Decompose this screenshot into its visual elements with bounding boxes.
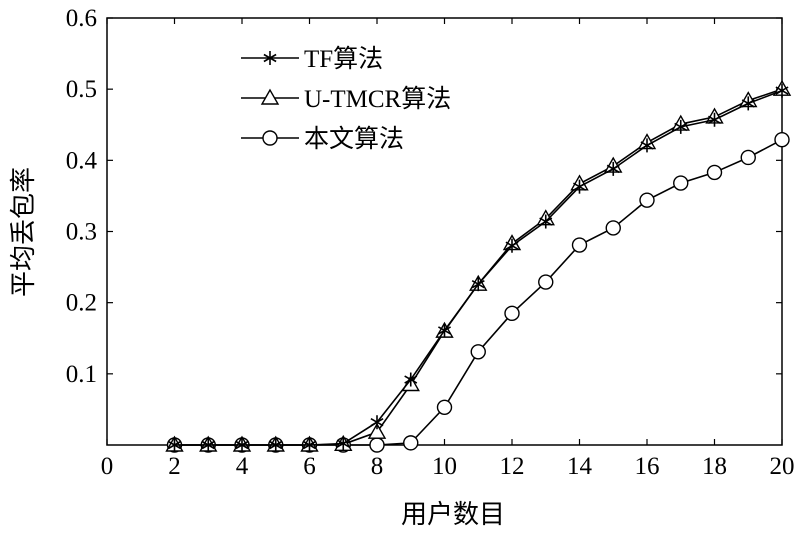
x-axis-label: 用户数目 (401, 500, 505, 530)
data-point (369, 437, 385, 453)
data-point (438, 323, 451, 338)
x-tick-label: 12 (500, 453, 525, 480)
x-tick-label: 10 (432, 453, 457, 480)
asterisk-stroke (573, 182, 586, 191)
data-point (303, 438, 316, 452)
asterisk-stroke (263, 53, 277, 63)
legend-label: TF算法 (304, 45, 383, 73)
legend-label: 本文算法 (304, 125, 404, 153)
data-point (505, 238, 519, 253)
data-point (201, 438, 215, 452)
data-point (740, 149, 756, 166)
asterisk-stroke (741, 99, 755, 108)
data-point (605, 220, 621, 236)
data-point (370, 415, 384, 430)
data-point (708, 112, 721, 127)
data-point (471, 277, 485, 292)
data-point (436, 399, 453, 415)
x-tick-label: 0 (101, 453, 114, 480)
data-point (403, 435, 419, 451)
series-triangle (165, 79, 792, 452)
asterisk-stroke (471, 279, 485, 289)
y-tick-label: 0.2 (66, 290, 97, 317)
data-point (706, 164, 723, 181)
legend-marker (262, 130, 278, 146)
data-point (470, 344, 486, 360)
data-point (367, 422, 387, 439)
data-point (775, 83, 789, 98)
legend-entry: 本文算法 (241, 125, 404, 153)
data-point (235, 438, 249, 452)
data-point (336, 436, 350, 451)
asterisk-stroke (539, 217, 553, 226)
asterisk-stroke (269, 440, 283, 450)
legend-marker (260, 88, 280, 105)
series-circle (166, 131, 790, 453)
series-line (174, 138, 783, 446)
asterisk-stroke (404, 375, 418, 384)
asterisk-stroke (235, 440, 249, 450)
legend-entry: TF算法 (241, 45, 383, 73)
data-point (504, 305, 520, 322)
data-point (539, 214, 553, 229)
legend-entry: U-TMCR算法 (241, 85, 451, 113)
asterisk-stroke (201, 440, 215, 450)
asterisk-stroke (336, 439, 350, 448)
x-tick-label: 20 (770, 453, 795, 480)
asterisk-stroke (438, 326, 451, 335)
data-point (404, 372, 418, 387)
tick-labels: 0 2 4 6 8 10 12 14 16 18 20 0.1 0.2 0.3 0.4 0.5 0.6 (66, 5, 795, 480)
x-tick-label: 14 (567, 453, 593, 480)
legend-marker (263, 51, 277, 65)
data-point (673, 175, 689, 191)
axes (106, 17, 783, 446)
series-group (165, 79, 792, 453)
plot-frame (106, 17, 783, 446)
data-point (774, 131, 790, 148)
series-asterisk (168, 83, 789, 452)
data-point (571, 237, 588, 253)
legend-label: U-TMCR算法 (304, 85, 451, 113)
asterisk-stroke (606, 164, 620, 174)
asterisk-stroke (640, 141, 654, 150)
y-tick-label: 0.1 (66, 361, 97, 388)
x-tick-label: 16 (635, 453, 660, 480)
y-axis-label: 平均丢包率 (9, 167, 39, 297)
asterisk-stroke (370, 418, 384, 427)
asterisk-stroke (674, 122, 688, 132)
data-point (741, 96, 755, 111)
x-tick-label: 18 (702, 453, 727, 480)
asterisk-stroke (303, 440, 316, 450)
asterisk-stroke (168, 440, 181, 450)
data-point (639, 192, 655, 208)
y-tick-label: 0.3 (66, 219, 97, 246)
data-point (640, 138, 654, 153)
x-tick-label: 4 (236, 453, 249, 480)
data-point (573, 179, 586, 194)
x-tick-label: 8 (371, 453, 384, 480)
data-point (538, 274, 554, 290)
x-tick-label: 2 (168, 453, 181, 480)
asterisk-stroke (708, 115, 721, 124)
x-tick-label: 6 (303, 453, 316, 480)
y-tick-label: 0.5 (66, 76, 97, 103)
data-point (606, 161, 620, 176)
asterisk-stroke (505, 241, 519, 250)
y-tick-label: 0.4 (66, 147, 98, 174)
data-point (674, 119, 688, 134)
asterisk-stroke (775, 86, 789, 95)
data-point (168, 438, 181, 452)
y-tick-label: 0.6 (66, 5, 97, 32)
data-point (269, 438, 283, 452)
